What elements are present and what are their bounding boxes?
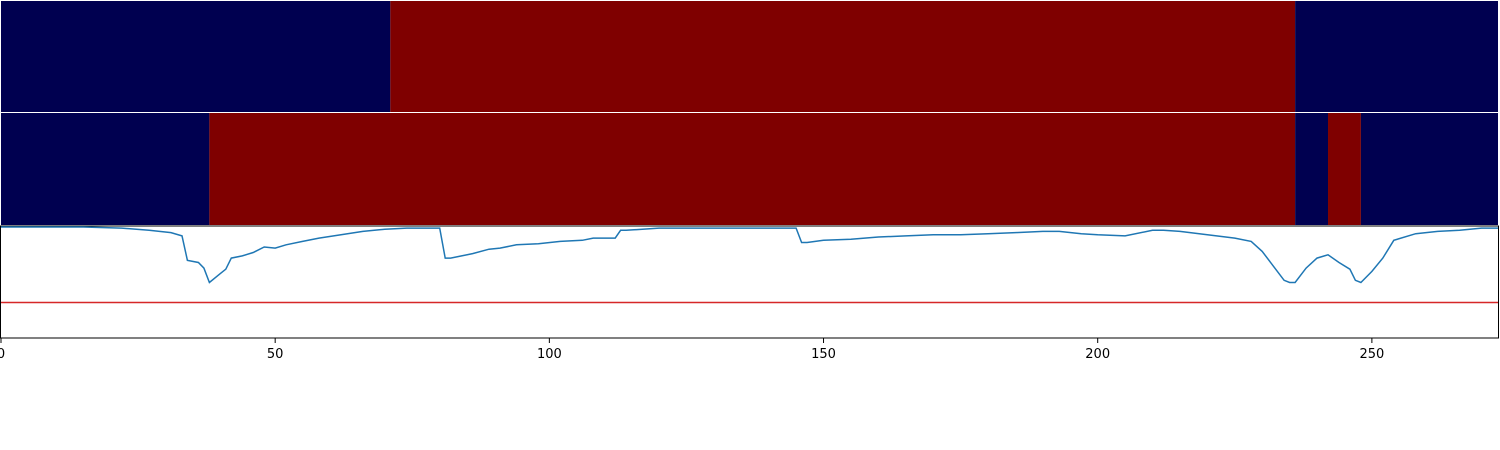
x-tick-label: 50	[267, 347, 284, 362]
state-segment-low	[1360, 113, 1498, 225]
state-segment-low	[1, 113, 210, 225]
state-segment-low	[1295, 1, 1498, 112]
x-axis: 0 50 100 150 200 250	[0, 338, 1384, 362]
state-track-2	[1, 113, 1498, 225]
state-segment-high	[390, 1, 1296, 112]
plot-frame	[0, 225, 1499, 339]
state-segment-low	[1295, 113, 1329, 225]
state-tracks	[1, 1, 1498, 225]
x-tick-label: 150	[811, 347, 836, 362]
series-line	[1, 226, 1498, 284]
x-tick-label: 0	[0, 347, 5, 362]
state-track-1	[1, 1, 1498, 112]
line-plot-area	[0, 225, 1499, 339]
x-tick-label: 250	[1359, 347, 1384, 362]
state-segment-high	[209, 113, 1296, 225]
state-segment-high	[1328, 113, 1361, 225]
x-tick-label: 100	[537, 347, 562, 362]
state-segment-low	[1, 1, 391, 112]
x-tick-label: 200	[1085, 347, 1110, 362]
